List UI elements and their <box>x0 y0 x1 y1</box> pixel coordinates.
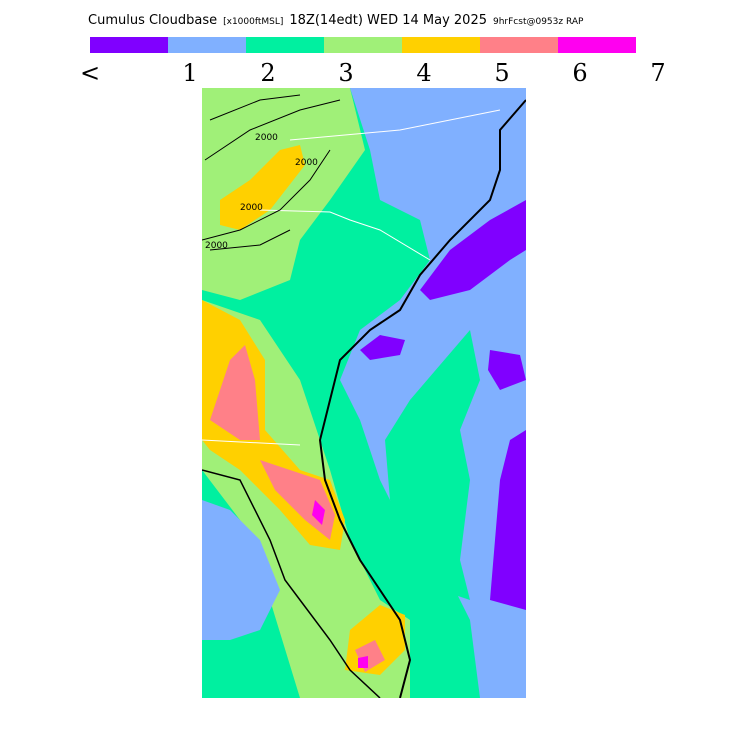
state-border <box>202 109 501 446</box>
field-region <box>488 350 526 390</box>
legend-swatch <box>558 37 636 53</box>
contour-label: 2000 <box>295 158 318 168</box>
contour-line <box>202 94 341 251</box>
field-region <box>312 500 325 525</box>
field-region <box>220 145 305 230</box>
valid-time: 18Z(14edt) WED 14 May 2025 <box>289 13 487 28</box>
forecast-info: 9hrFcst@0953z RAP <box>493 17 584 27</box>
legend-label: 3 <box>338 59 353 87</box>
field-region <box>360 335 405 360</box>
contour-label: 2000 <box>255 133 278 143</box>
field-region <box>490 430 526 610</box>
legend-swatch <box>402 37 480 53</box>
coastline <box>202 469 381 698</box>
field-region <box>260 460 335 540</box>
map: 2000 2000 2000 2000 <box>202 88 526 698</box>
contour-label: 2000 <box>240 203 263 213</box>
legend-label: 5 <box>494 59 509 87</box>
legend-swatch <box>480 37 558 53</box>
legend-label: 2 <box>260 59 275 87</box>
field-region <box>210 345 260 440</box>
field-region <box>420 200 526 300</box>
units: [x1000ftMSL] <box>223 17 284 27</box>
legend-label: 4 <box>416 59 431 87</box>
field-region <box>385 330 480 600</box>
legend-label: 6 <box>572 59 587 87</box>
field-region <box>202 500 280 640</box>
coastline <box>318 99 526 698</box>
legend-label: 7 <box>650 59 665 87</box>
field-region <box>358 656 368 668</box>
legend-swatch <box>246 37 324 53</box>
title: Cumulus Cloudbase [x1000ftMSL] 18Z(14edt) … <box>88 9 589 28</box>
legend-swatch <box>324 37 402 53</box>
legend: <1 2 3 4 5 6 7 <box>80 37 666 87</box>
contour-label: 2000 <box>205 241 228 251</box>
legend-label: 1 <box>182 59 197 87</box>
legend-swatch <box>90 37 168 53</box>
title-text: Cumulus Cloudbase <box>88 13 218 28</box>
legend-label: < <box>80 59 100 87</box>
legend-swatch <box>168 37 246 53</box>
